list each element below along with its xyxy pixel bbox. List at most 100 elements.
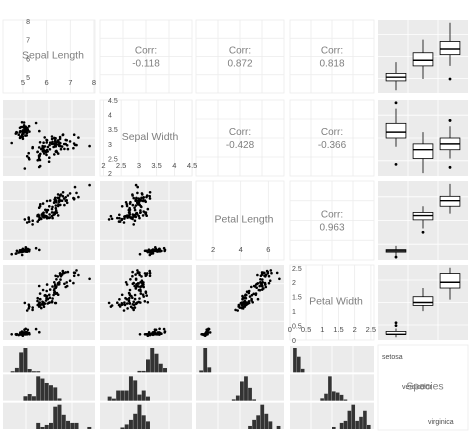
scatter-panel-3-1-point-113	[125, 283, 129, 286]
scatter-panel-2-1-point-104	[136, 191, 139, 195]
hist-panel-2-virginica-bar-15	[260, 404, 265, 429]
scatter-panel-3-1-point-30	[158, 333, 161, 336]
scatter-panel-3-0-point-80	[46, 302, 49, 305]
scatter-panel-2-0-point-106	[77, 195, 80, 199]
hist-panel-0-versicolor-bar-8	[40, 378, 45, 401]
hist-panel-3-versicolor-bar-8	[324, 393, 328, 401]
hist-panel-2-virginica-bar-19	[276, 425, 281, 429]
scatter-panel-2-1-point-123	[148, 191, 152, 194]
scatter-panel-3-2-point-107	[278, 277, 281, 281]
scatter-panel-2-0-point-134	[58, 199, 62, 202]
scatter-panel-1-0-point-125	[48, 156, 51, 159]
hist-panel-3-setosa-bar-2	[300, 368, 305, 373]
scatter-panel-3-0-point-93	[51, 297, 54, 300]
scatter-panel-2-0-point-135	[63, 203, 66, 207]
scatter-panel-3-2-point-50	[248, 295, 252, 298]
scatter-panel-3-0-point-82	[48, 296, 52, 300]
scatter-panel-3-1-point-76	[116, 301, 119, 305]
scatter-panel-1-0-point-121	[56, 139, 60, 143]
box-panel-1-outlier-virginica-2	[448, 119, 452, 122]
scatter-panel-2-1-point-148	[142, 196, 145, 200]
scatter-panel-3-2-point-146	[256, 282, 260, 285]
hist-panel-1-versicolor-bar-2	[111, 398, 116, 401]
scatter-panel-3-1-point-78	[137, 300, 141, 304]
scatter-panel-3-1-point-125	[120, 293, 124, 297]
scatter-panel-2-0-point-53	[31, 223, 34, 226]
scatter-panel-1-0-point-111	[73, 143, 77, 147]
scatter-panel-3-1-point-36	[145, 333, 149, 336]
hist-panel-0-versicolor-bar-10	[49, 385, 53, 401]
left-tick-petal-width-5: 2.5	[292, 266, 302, 273]
scatter-panel-3-1-point-82	[131, 296, 134, 300]
left-tick-petal-width-4: 2	[292, 280, 296, 287]
diag-tick-0-3: 8	[92, 78, 96, 87]
scatter-panel-3-0-point-106	[77, 273, 80, 277]
left-tick-petal-width-1: 0.5	[292, 324, 302, 331]
hist-panel-0-virginica-bar-13	[61, 414, 66, 429]
corr-value-4: -0.366	[318, 140, 347, 151]
scatter-panel-3-0-point-72	[52, 293, 55, 297]
diag-tick-0-1: 6	[45, 78, 49, 87]
scatter-panel-2-0-point-136	[58, 194, 62, 197]
scatter-panel-2-0-point-105	[60, 199, 64, 202]
scatter-panel-1-0-point-138	[39, 152, 42, 156]
diag-tick-3-1: 0.5	[301, 325, 311, 334]
scatter-panel-3-2-point-149	[260, 283, 264, 286]
scatter-panel-3-0-point-67	[40, 306, 43, 310]
scatter-panel-2-1-point-47	[148, 253, 152, 257]
diag-panel-2	[195, 180, 285, 261]
scatter-panel-2-0-point-127	[51, 205, 54, 209]
left-tick-sepal-width-3: 3.5	[108, 127, 118, 134]
diag-panel-1	[99, 99, 193, 177]
left-tick-petal-width-2: 1	[292, 309, 296, 316]
scatter-panel-2-1-point-89	[123, 217, 126, 220]
hist-panel-3-versicolor-bar-10	[332, 391, 336, 401]
scatter-panel-2-1-point-78	[137, 214, 141, 218]
left-tick-sepal-length-3: 8	[26, 19, 30, 26]
hist-panel-2-virginica-bar-14	[256, 415, 261, 429]
scatter-panel-3-2-point-122	[267, 274, 271, 278]
species-tick-versicolor: versicolor	[402, 384, 433, 391]
scatter-panel-3-1-point-63	[133, 297, 137, 301]
box-panel-1-outlier-virginica-0	[448, 165, 452, 169]
scatter-panel-2-0-point-142	[38, 204, 42, 208]
scatter-panel-2-0-point-55	[48, 213, 51, 216]
scatter-panel-3-1-point-35	[158, 327, 161, 331]
scatter-panel-2-1-point-109	[148, 197, 152, 200]
scatter-panel-3-0-point-130	[55, 278, 58, 281]
scatter-panel-2-1-point-118	[148, 194, 151, 198]
scatter-panel-2-1-point-142	[139, 204, 143, 208]
hist-panel-1-versicolor-bar-8	[137, 394, 142, 401]
scatter-panel-3-1-point-32	[138, 333, 142, 336]
scatter-panel-3-1-point-58	[132, 300, 135, 304]
hist-panel-3-versicolor-bar-11	[335, 392, 340, 401]
scatter-panel-2-1-point-97	[141, 214, 145, 217]
scatter-panel-2-1-point-85	[123, 215, 126, 218]
left-tick-sepal-length-0: 5	[26, 75, 30, 82]
scatter-panel-2-1-point-93	[138, 216, 141, 220]
scatter-panel-3-0-point-139	[37, 284, 41, 288]
scatter-panel-3-0-point-120	[41, 288, 45, 292]
scatter-panel-3-2-point-86	[247, 300, 251, 303]
scatter-panel-3-2-point-120	[257, 288, 261, 292]
scatter-panel-3-1-point-47	[148, 333, 152, 336]
hist-panel-1-versicolor-bar-5	[124, 390, 129, 401]
scatter-panel-3-0-point-137	[72, 281, 75, 285]
hist-panel-1-setosa-bar-10	[146, 359, 150, 373]
box-panel-3-box-versicolor	[412, 296, 434, 306]
scatter-panel-3-0-point-107	[88, 277, 91, 281]
diag-tick-0-0: 5	[21, 78, 25, 87]
scatter-panel-1-0-point-28	[19, 135, 22, 138]
diag-tick-2-1: 4	[239, 245, 243, 254]
scatter-panel-2-1-point-32	[138, 252, 142, 256]
scatter-panel-1-0-point-21	[18, 130, 22, 134]
scatter-panel-3-2-point-60	[236, 309, 239, 312]
scatter-panel-3-2-point-131	[256, 273, 259, 277]
hist-panel-3-virginica-bar-15	[351, 404, 356, 429]
corr-label-3: Corr:	[229, 127, 251, 138]
scatter-panel-3-1-point-149	[141, 283, 145, 286]
scatter-panel-1-0-point-17	[18, 126, 22, 130]
left-tick-sepal-width-1: 2.5	[108, 157, 118, 164]
scatter-panel-3-1-point-138	[125, 297, 129, 301]
scatter-panel-2-1-point-63	[133, 208, 137, 212]
